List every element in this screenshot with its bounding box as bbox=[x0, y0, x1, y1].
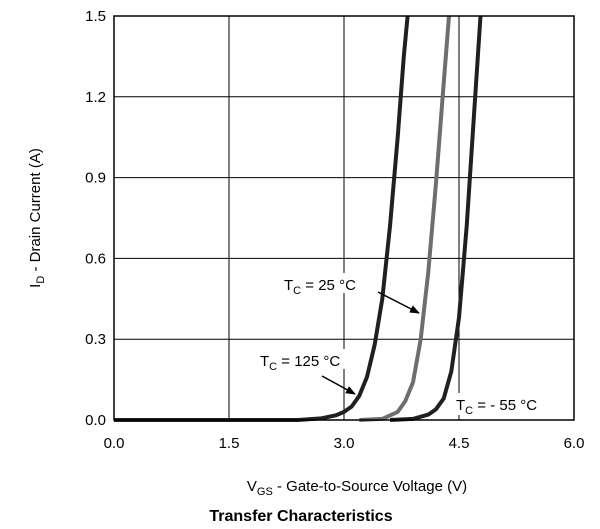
y-tick-label: 1.2 bbox=[85, 89, 106, 106]
x-tick-label: 4.5 bbox=[449, 435, 470, 452]
chart-title: Transfer Characteristics bbox=[209, 508, 392, 525]
annotation-25c-label: TC = 25 °C bbox=[284, 277, 356, 297]
y-tick-label: 0.3 bbox=[85, 331, 106, 348]
x-tick-label: 0.0 bbox=[104, 435, 125, 452]
series-line-25c bbox=[359, 15, 451, 422]
annotation-125c-bg bbox=[258, 349, 363, 369]
annotations: TC = 25 °C TC = 125 °C TC = - 55 °C bbox=[258, 273, 560, 417]
series-lines bbox=[114, 15, 483, 422]
annotation-25c-arrow bbox=[377, 291, 420, 314]
series-line-125c bbox=[114, 15, 410, 422]
series-line-minus55c bbox=[389, 15, 483, 422]
x-axis-title: VGS - Gate-to-Source Voltage (V) bbox=[247, 478, 467, 498]
y-tick-label: 0.6 bbox=[85, 250, 106, 267]
annotation-125c-arrow bbox=[321, 375, 356, 395]
annotation-25c-bg bbox=[282, 273, 378, 293]
grid-lines bbox=[114, 16, 574, 420]
y-tick-label: 1.5 bbox=[85, 8, 106, 25]
tick-labels: 0.0 1.5 3.0 4.5 6.0 0.0 0.3 0.6 0.9 1.2 1.5 bbox=[85, 8, 584, 452]
annotation-55c-label: TC = - 55 °C bbox=[456, 397, 537, 417]
x-tick-label: 1.5 bbox=[219, 435, 240, 452]
y-axis-title: ID - Drain Current (A) bbox=[27, 148, 47, 288]
x-tick-label: 6.0 bbox=[564, 435, 585, 452]
annotation-125c-label: TC = 125 °C bbox=[260, 353, 340, 373]
plot-frame bbox=[113, 15, 575, 421]
annotation-55c-bg bbox=[454, 393, 560, 415]
y-tick-label: 0.9 bbox=[85, 170, 106, 187]
y-tick-label: 0.0 bbox=[85, 412, 106, 429]
x-tick-label: 3.0 bbox=[334, 435, 355, 452]
